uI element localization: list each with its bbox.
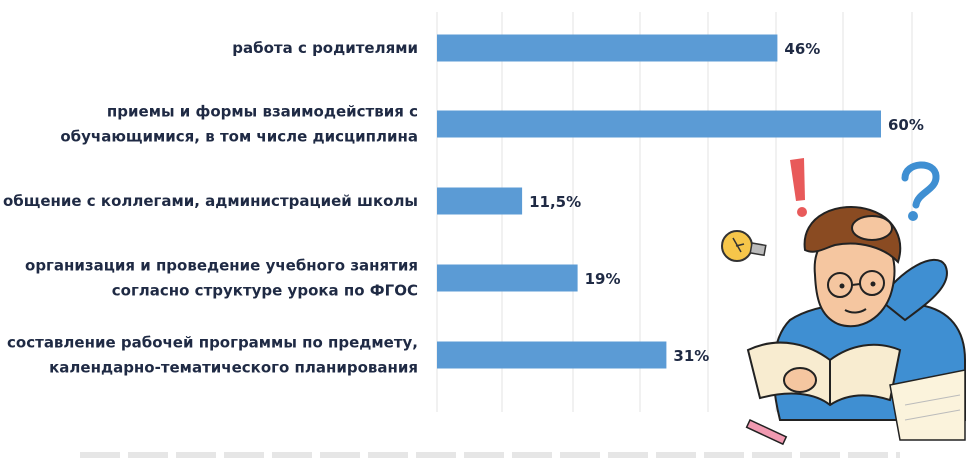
bars [437,34,881,369]
value-label: 31% [673,347,709,365]
bar [437,187,523,215]
category-label: составление рабочей программы по предмет… [7,334,418,377]
category-label-line: обучающимися, в том числе дисциплина [60,128,418,146]
category-label-line: согласно структуре урока по ФГОС [112,282,418,300]
category-labels: работа с родителями приемы и формы взаимо… [3,39,418,377]
category-label: общение с коллегами, администрацией школ… [3,192,418,210]
lightbulb-icon [721,230,767,262]
category-label-line: организация и проведение учебного заняти… [25,257,418,275]
value-label: 60% [888,116,924,134]
grid-lines [436,12,913,412]
category-label: приемы и формы взаимодействия с обучающим… [60,103,418,146]
category-label-line: составление рабочей программы по предмет… [7,334,418,352]
value-label: 19% [585,270,621,288]
category-label: организация и проведение учебного заняти… [25,257,418,300]
category-label: работа с родителями [232,39,418,57]
bar [437,341,667,369]
category-label-line: общение с коллегами, администрацией школ… [3,192,418,210]
bar [437,264,578,292]
question-icon [901,161,940,221]
bar [437,110,881,138]
category-label-line: работа с родителями [232,39,418,57]
category-label-line: календарно-тематического планирования [49,359,418,377]
bar [437,34,778,62]
student-illustration [721,158,966,446]
exclamation-icon [790,158,807,217]
category-label-line: приемы и формы взаимодействия с [107,103,418,121]
value-labels: 46% 60% 11,5% 19% 31% [529,40,924,365]
value-label: 46% [784,40,820,58]
value-label: 11,5% [529,193,581,211]
bottom-caption-strip [80,452,900,458]
